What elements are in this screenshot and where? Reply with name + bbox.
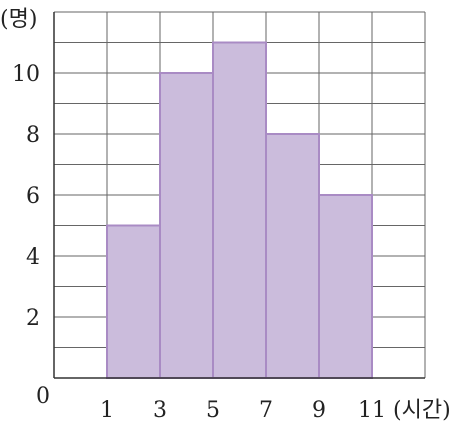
x-tick-label: 1 [100, 398, 114, 423]
x-tick-label: 3 [153, 398, 167, 423]
tick-labels: 1 3 5 7 9 11 2 4 6 8 10 [12, 62, 386, 423]
x-axis-unit: (시간) [393, 398, 451, 423]
x-tick-label: 5 [206, 398, 220, 423]
x-tick-label: 7 [259, 398, 273, 423]
y-tick-label: 6 [26, 184, 40, 209]
y-tick-label: 8 [26, 123, 40, 148]
y-tick-label: 4 [26, 245, 40, 270]
histogram-bar [318, 194, 373, 379]
histogram-bar [265, 133, 320, 379]
y-tick-label: 2 [26, 306, 40, 331]
bars [106, 41, 373, 379]
histogram-bar [106, 224, 161, 379]
y-axis-unit: (명) [0, 7, 37, 32]
axes [53, 12, 425, 379]
x-tick-label: 9 [312, 398, 326, 423]
x-tick-label: 11 [358, 398, 386, 423]
histogram-bar [212, 41, 267, 379]
y-tick-label: 10 [12, 62, 40, 87]
histogram-bar [159, 72, 214, 379]
origin-label: 0 [36, 384, 50, 409]
